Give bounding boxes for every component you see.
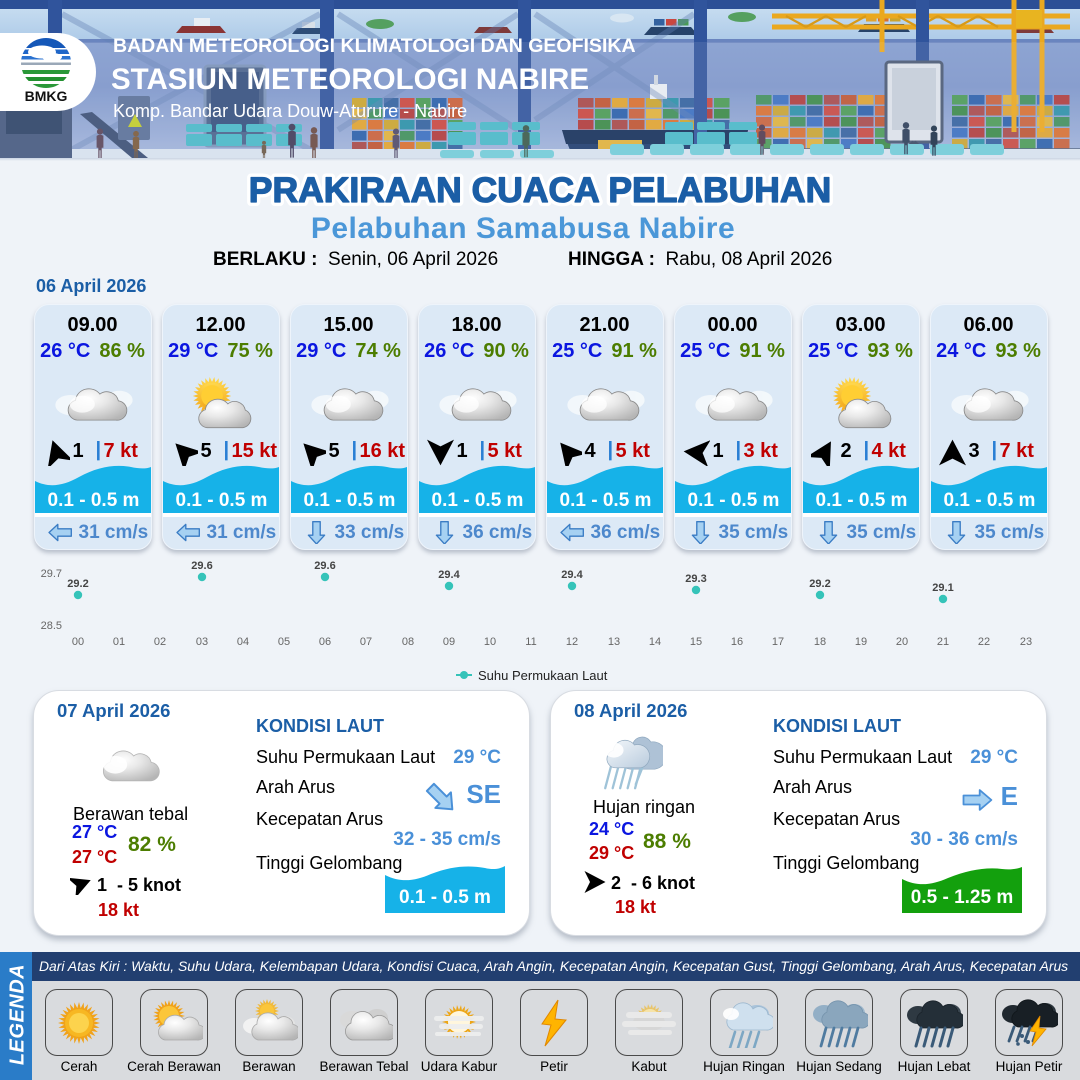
svg-text:06: 06 <box>319 636 331 648</box>
svg-text:29.2: 29.2 <box>809 578 830 590</box>
svg-text:28.5: 28.5 <box>41 620 62 632</box>
svg-text:14: 14 <box>649 636 661 648</box>
svg-text:21: 21 <box>937 636 949 648</box>
svg-text:04: 04 <box>237 636 249 648</box>
svg-text:16: 16 <box>731 636 743 648</box>
svg-text:BADAN METEOROLOGI KLIMATOLOGI: BADAN METEOROLOGI KLIMATOLOGI DAN GEOFIS… <box>113 35 636 57</box>
svg-text:10: 10 <box>484 636 496 648</box>
svg-text:23: 23 <box>1020 636 1032 648</box>
svg-text:PRAKIRAAN CUACA PELABUHAN: PRAKIRAAN CUACA PELABUHAN <box>249 170 831 210</box>
svg-text:00: 00 <box>72 636 84 648</box>
svg-text:15: 15 <box>690 636 702 648</box>
svg-text:29.2: 29.2 <box>67 578 88 590</box>
svg-text:08: 08 <box>402 636 414 648</box>
svg-text:02: 02 <box>154 636 166 648</box>
svg-text:18: 18 <box>814 636 826 648</box>
svg-text:PRAKIRAAN CUACA PELABUHAN: PRAKIRAAN CUACA PELABUHAN <box>249 170 831 210</box>
svg-text:01: 01 <box>113 636 125 648</box>
svg-text:29.4: 29.4 <box>438 569 460 581</box>
svg-text:09: 09 <box>443 636 455 648</box>
svg-text:13: 13 <box>608 636 620 648</box>
svg-text:Suhu Permukaan Laut: Suhu Permukaan Laut <box>478 668 608 683</box>
svg-text:07: 07 <box>360 636 372 648</box>
svg-text:29.3: 29.3 <box>685 573 706 585</box>
svg-text:Komp. Bandar Udara Douw-Aturur: Komp. Bandar Udara Douw-Aturure - Nabire <box>113 101 467 121</box>
svg-text:11: 11 <box>525 636 536 648</box>
svg-text:05: 05 <box>278 636 290 648</box>
svg-text:STASIUN METEOROLOGI NABIRE: STASIUN METEOROLOGI NABIRE <box>111 63 589 96</box>
svg-text:17: 17 <box>772 636 784 648</box>
svg-text:29.6: 29.6 <box>314 560 335 572</box>
svg-text:BMKG: BMKG <box>25 88 68 104</box>
svg-text:29.7: 29.7 <box>41 568 62 580</box>
svg-text:29.6: 29.6 <box>191 560 212 572</box>
svg-text:22: 22 <box>978 636 990 648</box>
svg-text:20: 20 <box>896 636 908 648</box>
svg-text:29.1: 29.1 <box>932 582 953 594</box>
svg-text:29.4: 29.4 <box>561 569 583 581</box>
svg-text:19: 19 <box>855 636 867 648</box>
svg-text:12: 12 <box>566 636 578 648</box>
svg-text:03: 03 <box>196 636 208 648</box>
